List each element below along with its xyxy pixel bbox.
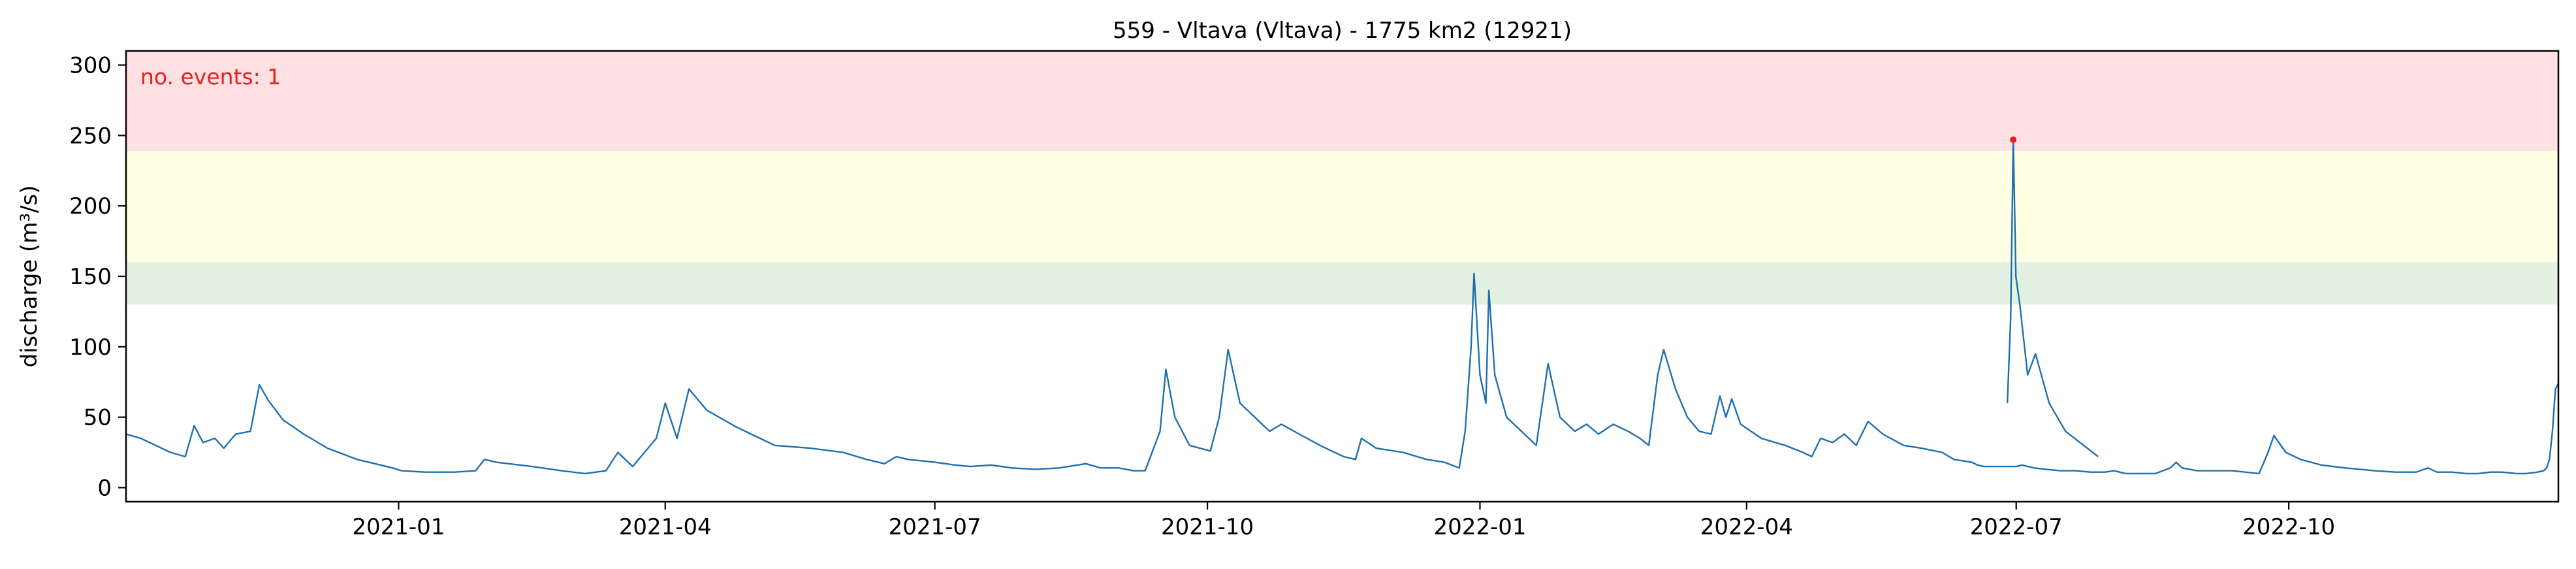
x-tick-label: 2021-10: [1161, 514, 1254, 540]
chart-title: 559 - Vltava (Vltava) - 1775 km2 (12921): [1113, 18, 1572, 44]
threshold-band-2: [126, 262, 2558, 305]
y-tick-label: 100: [69, 334, 112, 361]
x-tick-label: 2022-10: [2242, 514, 2335, 540]
discharge-series-line: [125, 272, 2560, 475]
x-tick-label: 2021-01: [352, 514, 445, 540]
events-count-annotation: no. events: 1: [140, 64, 281, 89]
x-tick-label: 2022-01: [1433, 514, 1526, 540]
series-layer: [125, 138, 2560, 475]
threshold-band-0: [126, 51, 2558, 152]
y-tick-label: 150: [69, 264, 112, 290]
x-axis: 2021-01 2021-04 2021-07 2021-10 2022-01 2022-…: [352, 502, 2335, 540]
y-axis: 0 50 100 150 200 250 300: [69, 53, 126, 501]
x-tick-label: 2021-07: [889, 514, 981, 540]
x-tick-label: 2022-04: [1700, 514, 1793, 540]
y-tick-label: 250: [69, 123, 112, 149]
threshold-band-1: [126, 151, 2558, 263]
threshold-bands: [126, 51, 2558, 305]
y-tick-label: 50: [84, 405, 112, 431]
y-axis-label: discharge (m³/s): [16, 186, 42, 368]
y-tick-label: 200: [69, 193, 112, 219]
event-marker: [2010, 136, 2017, 143]
events-layer: [2010, 136, 2017, 143]
y-tick-label: 0: [97, 475, 112, 501]
x-tick-label: 2021-04: [619, 514, 712, 540]
x-tick-label: 2022-07: [1970, 514, 2063, 540]
event-peak-line: [2007, 138, 2099, 457]
y-tick-label: 300: [69, 53, 112, 79]
